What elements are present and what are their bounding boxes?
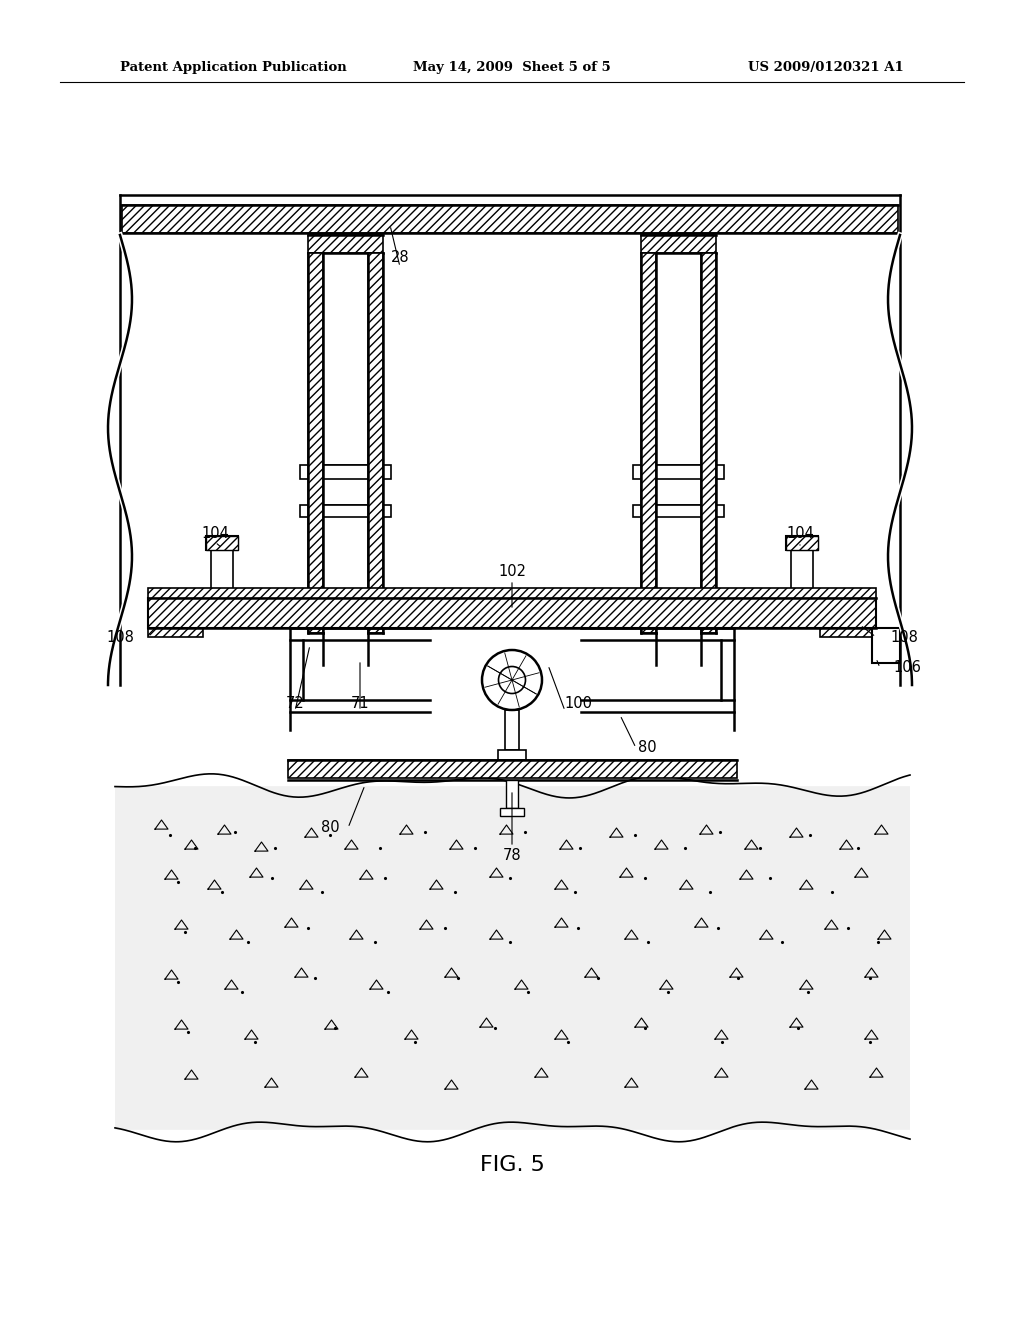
Text: FIG. 5: FIG. 5 [479,1155,545,1175]
Bar [115,785,910,1130]
Bar [641,253,656,634]
Bar [791,548,813,590]
Bar [148,627,203,638]
Bar [308,235,383,253]
Bar [206,536,238,550]
Text: 104: 104 [786,525,814,540]
Bar [633,465,724,479]
Bar [820,605,874,627]
Bar [820,627,874,638]
Bar [148,605,203,627]
Text: 102: 102 [498,565,526,579]
Text: 106: 106 [893,660,921,676]
Text: US 2009/0120321 A1: US 2009/0120321 A1 [749,62,904,74]
Bar [656,506,701,515]
Text: May 14, 2009  Sheet 5 of 5: May 14, 2009 Sheet 5 of 5 [413,62,611,74]
Bar [122,205,898,234]
Text: 108: 108 [106,630,134,644]
Bar [288,760,737,777]
Bar [786,536,818,550]
Text: 104: 104 [201,525,229,540]
Bar [786,536,818,550]
Bar [300,465,391,479]
Text: 100: 100 [564,696,592,710]
Bar [505,710,519,750]
Bar [206,536,238,550]
Bar [300,506,391,517]
Text: 28: 28 [391,251,410,265]
Text: 71: 71 [350,696,370,710]
Text: Patent Application Publication: Patent Application Publication [120,62,347,74]
Bar [701,253,716,634]
Bar [148,598,876,628]
Text: 78: 78 [503,847,521,862]
Text: 108: 108 [890,630,918,644]
Bar [308,253,323,634]
Bar [211,548,233,590]
Bar [323,465,368,475]
Bar [498,750,526,760]
Bar [506,780,518,808]
Bar [368,253,383,634]
Bar [500,808,524,816]
Text: 80: 80 [322,821,340,836]
Bar [641,235,716,253]
Text: 80: 80 [638,741,656,755]
Text: 72: 72 [286,696,304,710]
Bar [148,587,876,598]
Bar [872,628,900,663]
Bar [656,465,701,475]
Bar [633,506,724,517]
Bar [323,506,368,515]
